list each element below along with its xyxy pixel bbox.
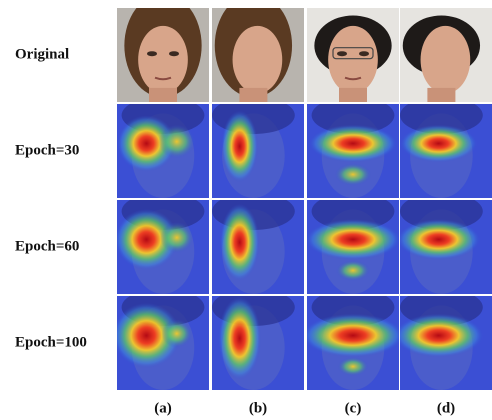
row-label: Epoch=60 <box>15 238 79 254</box>
column-label: (b) <box>249 400 267 416</box>
heat-blob <box>220 204 260 281</box>
image-cell <box>115 192 209 294</box>
image-cell <box>212 288 304 390</box>
heat-blob <box>394 314 484 358</box>
eye <box>337 51 347 56</box>
image-cell <box>394 288 492 390</box>
image-cell <box>400 96 492 198</box>
image-cell <box>302 288 404 390</box>
column-label: (d) <box>437 400 455 416</box>
column-label: (c) <box>345 400 362 416</box>
figure: Original Epoch=30 Epoch=60 Epoch=100 (a) (b) (… <box>0 0 492 420</box>
image-cell <box>212 96 304 198</box>
row-label: Epoch=30 <box>15 142 79 158</box>
eye <box>169 51 179 56</box>
heat-blob <box>218 297 261 380</box>
face <box>328 26 378 94</box>
heat-blob <box>161 319 192 347</box>
heat-blob <box>221 111 258 182</box>
image-cell <box>307 96 399 198</box>
image-cell <box>307 8 399 108</box>
image-cell <box>397 192 492 294</box>
heat-blob <box>302 314 404 358</box>
heat-blob <box>158 125 195 159</box>
eye <box>359 51 369 56</box>
heat-blob <box>309 125 397 163</box>
image-cell <box>212 0 304 108</box>
row-label: Original <box>15 46 69 62</box>
image-cell <box>112 288 209 390</box>
heat-blob <box>305 219 400 260</box>
column-label: (a) <box>154 400 172 416</box>
image-cell <box>117 96 209 198</box>
face <box>421 26 471 94</box>
heat-blob <box>400 125 477 163</box>
face <box>233 26 283 94</box>
face <box>138 26 188 94</box>
eye <box>147 51 157 56</box>
image-cell <box>305 192 400 294</box>
heat-blob <box>338 357 369 376</box>
row-label: Epoch=100 <box>15 334 87 350</box>
image-cell <box>117 0 209 108</box>
heat-blob <box>335 163 372 186</box>
image-cell <box>400 8 492 108</box>
heat-blob <box>336 260 370 281</box>
image-cell <box>212 192 304 294</box>
heat-blob <box>160 222 194 253</box>
heat-blob <box>397 219 480 260</box>
